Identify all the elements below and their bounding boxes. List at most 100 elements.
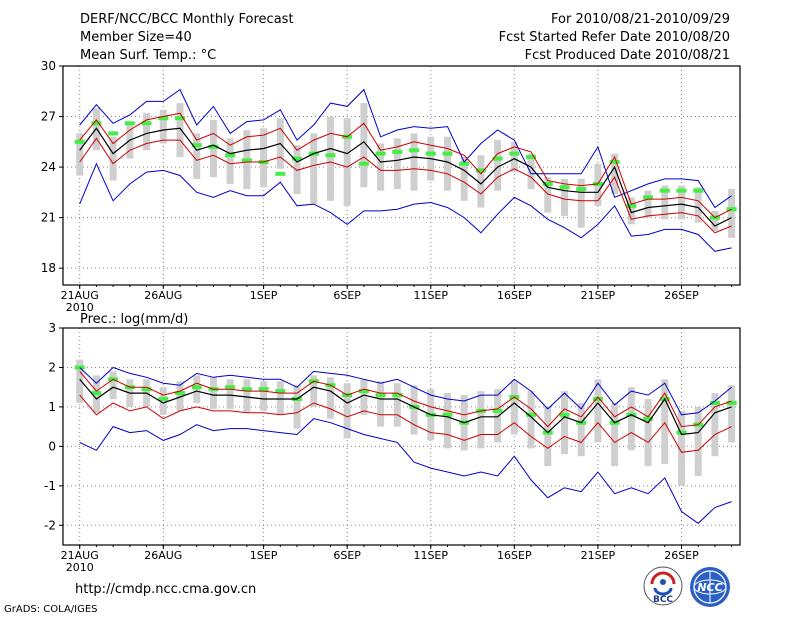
median-marker bbox=[392, 393, 403, 398]
median-marker bbox=[141, 121, 152, 126]
median-marker bbox=[241, 387, 252, 392]
spread-box bbox=[728, 188, 736, 238]
ensemble-max-line bbox=[79, 366, 732, 416]
spread-box bbox=[644, 399, 652, 467]
median-marker bbox=[626, 203, 637, 208]
spread-box bbox=[560, 178, 568, 216]
spread-box bbox=[577, 402, 585, 457]
spread-box bbox=[393, 383, 401, 427]
median-marker bbox=[158, 397, 169, 402]
spread-box bbox=[627, 197, 635, 225]
median-marker bbox=[191, 385, 202, 390]
spread-box bbox=[443, 393, 451, 449]
spread-box bbox=[477, 391, 485, 449]
upper-band-line bbox=[79, 371, 732, 428]
spread-box bbox=[226, 138, 234, 184]
median-marker bbox=[375, 151, 386, 156]
lower-band-line bbox=[79, 394, 732, 453]
y-tick-label: -2 bbox=[44, 518, 56, 532]
website-url[interactable]: http://cmdp.ncc.cma.gov.cn bbox=[75, 582, 257, 597]
median-marker bbox=[275, 389, 286, 394]
median-marker bbox=[542, 181, 553, 186]
median-marker bbox=[659, 188, 670, 193]
spread-box bbox=[677, 410, 685, 486]
median-marker bbox=[258, 387, 269, 392]
spread-box bbox=[193, 133, 201, 179]
median-marker bbox=[191, 143, 202, 148]
x-tick-label: 21SEP bbox=[581, 549, 616, 562]
median-marker bbox=[292, 156, 303, 161]
grads-credit: GrADS: COLA/IGES bbox=[4, 604, 98, 615]
spread-box bbox=[143, 113, 151, 151]
y-tick-label: 21 bbox=[41, 211, 56, 225]
spread-box bbox=[176, 381, 184, 411]
median-marker bbox=[375, 393, 386, 398]
spread-box bbox=[343, 383, 351, 439]
precipitation-title: Prec.: log(mm/d) bbox=[80, 312, 188, 327]
median-marker bbox=[225, 385, 236, 390]
x-tick-label: 26AUG bbox=[144, 289, 182, 302]
median-marker bbox=[492, 156, 503, 161]
lower-band-line bbox=[79, 137, 732, 234]
y-tick-label: 18 bbox=[41, 261, 56, 275]
median-marker bbox=[509, 151, 520, 156]
median-marker bbox=[559, 185, 570, 190]
median-marker bbox=[442, 412, 453, 417]
median-marker bbox=[392, 149, 403, 154]
median-marker bbox=[576, 186, 587, 191]
median-marker bbox=[175, 391, 186, 396]
x-tick-year-label: 2010 bbox=[66, 561, 94, 574]
spread-box bbox=[326, 377, 334, 419]
x-tick-label: 21AUG bbox=[61, 549, 99, 562]
median-marker bbox=[409, 148, 420, 153]
spread-box bbox=[393, 138, 401, 189]
spread-box bbox=[728, 385, 736, 443]
ncc-logo: NCC bbox=[686, 566, 734, 608]
spread-box bbox=[360, 103, 368, 188]
spread-box bbox=[477, 155, 485, 208]
x-tick-label: 1SEP bbox=[250, 289, 278, 302]
spread-box bbox=[694, 187, 702, 223]
spread-box bbox=[310, 375, 318, 407]
x-tick-label: 26SEP bbox=[664, 289, 699, 302]
median-marker bbox=[425, 151, 436, 156]
spread-box bbox=[460, 156, 468, 201]
spread-box bbox=[627, 387, 635, 451]
spread-box bbox=[410, 385, 418, 435]
spread-box bbox=[293, 145, 301, 195]
median-marker bbox=[492, 408, 503, 413]
y-tick-label: 2 bbox=[48, 360, 56, 374]
y-tick-label: 30 bbox=[41, 59, 56, 73]
spread-box bbox=[510, 381, 518, 435]
spread-box bbox=[109, 136, 117, 181]
spread-box bbox=[527, 153, 535, 189]
x-tick-label: 16SEP bbox=[497, 549, 532, 562]
spread-box bbox=[377, 143, 385, 191]
x-tick-label: 21AUG bbox=[61, 289, 99, 302]
x-tick-label: 1SEP bbox=[250, 549, 278, 562]
chart-title: DERF/NCC/BCC Monthly Forecast bbox=[80, 12, 294, 27]
median-marker bbox=[358, 161, 369, 166]
median-marker bbox=[74, 365, 85, 370]
member-size-label: Member Size=40 bbox=[80, 30, 192, 45]
median-marker bbox=[643, 195, 654, 200]
upper-band-line bbox=[79, 112, 732, 219]
median-marker bbox=[208, 144, 219, 149]
x-tick-label: 26AUG bbox=[144, 549, 182, 562]
x-tick-year-label: 2010 bbox=[66, 301, 94, 314]
x-tick-label: 6SEP bbox=[333, 549, 361, 562]
spread-box bbox=[343, 118, 351, 206]
spread-box bbox=[126, 123, 134, 159]
variable-label: Mean Surf. Temp.: °C bbox=[80, 48, 217, 63]
spread-box bbox=[577, 178, 585, 228]
plot-frame bbox=[62, 327, 741, 546]
y-tick-label: -1 bbox=[44, 479, 56, 493]
median-marker bbox=[459, 161, 470, 166]
spread-box bbox=[611, 402, 619, 467]
y-tick-label: 0 bbox=[48, 439, 56, 453]
x-tick-label: 11SEP bbox=[413, 549, 448, 562]
median-marker bbox=[325, 153, 336, 158]
spread-box bbox=[260, 381, 268, 411]
